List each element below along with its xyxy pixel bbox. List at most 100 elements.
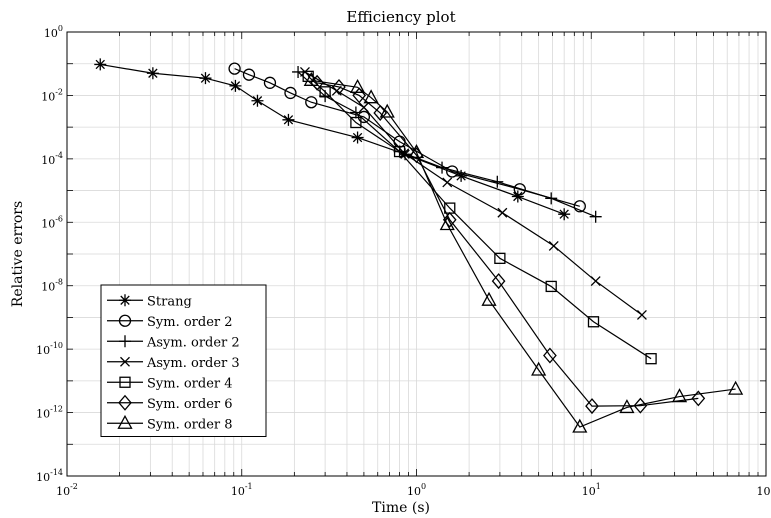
series-asterisk bbox=[94, 58, 571, 221]
legend-item: Asym. order 2 bbox=[107, 335, 240, 350]
x-tick-label: 10-2 bbox=[56, 482, 78, 498]
data-point-square bbox=[545, 280, 557, 293]
legend-label: Sym. order 2 bbox=[147, 315, 233, 330]
y-tick-label: 10-10 bbox=[36, 341, 63, 357]
data-point-asterisk bbox=[229, 79, 242, 92]
y-tick-label: 10-8 bbox=[41, 278, 63, 294]
data-point-triangle bbox=[349, 78, 366, 93]
legend: Strang Sym. order 2 Asym. order 2 Asym. ord… bbox=[100, 284, 267, 437]
data-point-asterisk bbox=[511, 190, 524, 203]
data-point-triangle bbox=[619, 399, 635, 414]
series-square bbox=[302, 70, 657, 365]
data-point-plus bbox=[436, 161, 449, 174]
data-point-diamond bbox=[442, 211, 457, 228]
data-point-triangle bbox=[379, 103, 395, 118]
data-point-asterisk bbox=[199, 72, 212, 85]
series-triangle bbox=[303, 71, 744, 433]
legend-marker-circle bbox=[118, 314, 132, 327]
legend-marker-square bbox=[119, 376, 131, 388]
x-tick-label: 100 bbox=[407, 482, 426, 498]
data-point-plus bbox=[491, 175, 504, 188]
data-point-asterisk bbox=[251, 94, 264, 107]
y-tick-label: 10-14 bbox=[36, 468, 63, 484]
y-tick-label: 100 bbox=[44, 24, 63, 40]
legend-item: Sym. order 2 bbox=[107, 314, 233, 330]
axis-ticks: 10-2 10-1 100 101 102 100 10-2 10-4 10-6 10-8 10-1… bbox=[36, 24, 771, 498]
data-point-circle bbox=[263, 76, 277, 89]
legend-label: Asym. order 2 bbox=[146, 335, 240, 350]
x-tick-label: 102 bbox=[756, 482, 771, 498]
data-point-plus bbox=[545, 192, 558, 205]
series-line-plus bbox=[297, 71, 596, 218]
data-point-diamond bbox=[352, 87, 367, 104]
x-tick-label: 10-1 bbox=[231, 482, 253, 498]
plot-series bbox=[94, 58, 744, 433]
plot-frame bbox=[66, 31, 767, 477]
data-point-triangle bbox=[481, 291, 497, 306]
data-point-cross bbox=[636, 309, 647, 320]
legend-box bbox=[100, 284, 267, 437]
chart-title: Efficiency plot bbox=[346, 8, 455, 26]
data-point-cross bbox=[548, 240, 559, 251]
data-point-triangle bbox=[363, 89, 379, 104]
data-point-plus bbox=[292, 65, 305, 78]
data-point-circle bbox=[284, 86, 297, 100]
data-point-circle bbox=[513, 183, 526, 196]
x-axis-label: Time (s) bbox=[372, 500, 430, 516]
x-tick-label: 101 bbox=[582, 482, 601, 498]
y-tick-label: 10-12 bbox=[36, 405, 63, 421]
data-point-circle bbox=[573, 200, 586, 213]
legend-item: Sym. order 4 bbox=[107, 376, 233, 391]
data-point-triangle bbox=[728, 380, 744, 395]
y-tick-label: 10-2 bbox=[41, 87, 63, 103]
data-point-square bbox=[319, 86, 331, 98]
data-point-diamond bbox=[691, 390, 706, 407]
data-point-asterisk bbox=[351, 131, 364, 144]
legend-label: Sym. order 8 bbox=[147, 417, 233, 432]
y-tick-label: 10-6 bbox=[41, 214, 63, 230]
data-point-square bbox=[494, 252, 506, 264]
y-axis-label: Relative errors bbox=[10, 201, 26, 307]
data-point-square bbox=[393, 145, 406, 158]
legend-marker-cross bbox=[120, 356, 130, 367]
legend-label: Sym. order 6 bbox=[147, 397, 233, 412]
legend-label: Sym. order 4 bbox=[147, 376, 233, 391]
data-point-diamond bbox=[585, 398, 599, 415]
legend-item: Sym. order 6 bbox=[107, 394, 233, 412]
data-point-triangle bbox=[303, 71, 319, 86]
legend-marker-asterisk bbox=[119, 294, 131, 307]
data-point-asterisk bbox=[146, 67, 159, 80]
data-point-asterisk bbox=[94, 58, 107, 71]
data-point-asterisk bbox=[455, 169, 468, 182]
legend-marker-plus bbox=[119, 335, 131, 348]
y-tick-label: 10-4 bbox=[41, 151, 63, 167]
data-point-diamond bbox=[543, 347, 557, 364]
data-point-triangle bbox=[671, 388, 688, 403]
data-point-circle bbox=[305, 96, 318, 109]
data-point-cross bbox=[358, 102, 369, 113]
data-point-triangle bbox=[439, 216, 455, 231]
data-point-cross bbox=[590, 276, 601, 287]
series-line-square bbox=[307, 75, 652, 360]
series-line-circle bbox=[234, 68, 580, 207]
legend-marker-diamond bbox=[118, 394, 132, 411]
data-point-plus bbox=[589, 210, 602, 223]
data-point-triangle bbox=[572, 418, 588, 433]
data-point-square bbox=[350, 116, 362, 129]
legend-item: Strang bbox=[107, 294, 192, 309]
legend-label: Strang bbox=[147, 294, 192, 309]
data-point-plus bbox=[349, 106, 362, 119]
data-point-square bbox=[587, 316, 600, 328]
data-point-circle bbox=[242, 68, 256, 81]
data-point-square bbox=[645, 353, 657, 365]
data-point-cross bbox=[497, 207, 508, 218]
data-point-triangle bbox=[408, 144, 425, 159]
data-point-diamond bbox=[491, 273, 506, 290]
data-point-asterisk bbox=[558, 208, 571, 221]
legend-label: Asym. order 3 bbox=[146, 356, 240, 371]
legend-item: Sym. order 8 bbox=[107, 414, 233, 432]
data-point-triangle bbox=[531, 361, 547, 376]
data-point-asterisk bbox=[282, 113, 295, 126]
legend-item: Asym. order 3 bbox=[107, 356, 240, 371]
